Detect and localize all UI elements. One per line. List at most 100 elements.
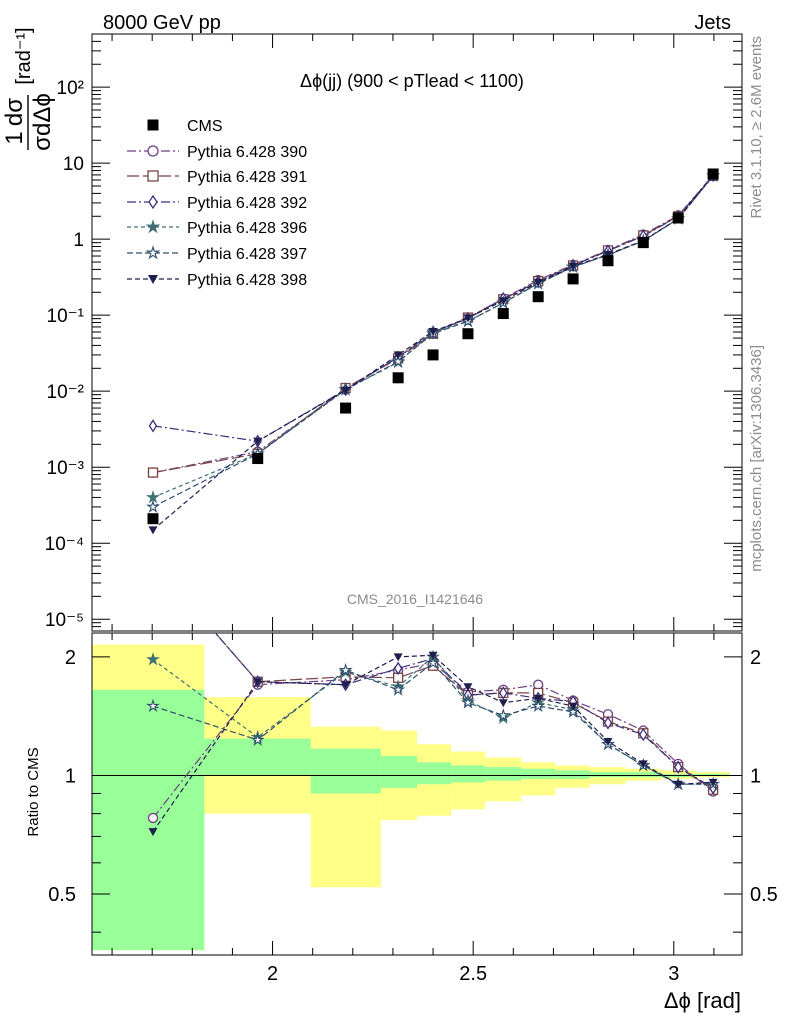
legend-entry: Pythia 6.428 391 xyxy=(127,169,307,186)
data-point xyxy=(147,812,159,824)
legend-entry: Pythia 6.428 390 xyxy=(127,144,307,161)
main-y-tick-label: 10 xyxy=(63,154,84,175)
data-point xyxy=(146,652,160,666)
data-point xyxy=(565,704,581,718)
green-band-bin xyxy=(555,770,590,779)
green-band-bin xyxy=(417,762,452,785)
green-band-bin xyxy=(310,748,381,794)
ratio-y-tick-label-left: 1 xyxy=(65,765,76,787)
legend-entry: Pythia 6.428 398 xyxy=(127,272,307,289)
green-band-bin xyxy=(485,767,522,781)
data-point xyxy=(148,828,158,837)
svg-text:[rad⁻¹]: [rad⁻¹] xyxy=(13,27,35,84)
ratio-y-tick-label-right: 0.5 xyxy=(750,884,778,906)
header-right: Jets xyxy=(694,12,731,34)
legend-label: Pythia 6.428 396 xyxy=(187,220,307,237)
data-point xyxy=(391,682,406,696)
main-y-tick-label: 1 xyxy=(73,230,84,251)
ratio-y-axis-label: Ratio to CMS xyxy=(25,747,42,836)
data-point xyxy=(252,453,264,465)
main-series xyxy=(147,170,719,478)
green-band-bin xyxy=(380,756,417,788)
data-point xyxy=(498,686,508,700)
main-y-tick-label: 10⁻⁴ xyxy=(45,534,84,555)
data-point xyxy=(146,490,160,504)
legend-entry-cms: CMS xyxy=(147,118,223,135)
main-y-tick-label: 10⁻³ xyxy=(47,458,85,479)
legend-entry: Pythia 6.428 397 xyxy=(127,245,307,263)
data-point xyxy=(673,760,683,774)
data-point xyxy=(392,372,404,384)
main-y-tick-label: 10⁻¹ xyxy=(47,306,85,327)
data-point xyxy=(148,419,158,433)
svg-text:1: 1 xyxy=(1,131,28,144)
data-point xyxy=(603,250,613,259)
data-point xyxy=(531,698,546,713)
x-tick-label: 2 xyxy=(267,963,278,985)
data-point xyxy=(148,194,158,210)
data-point xyxy=(148,275,158,284)
data-point xyxy=(533,694,543,703)
rivet-version-label: Rivet 3.1.10, ≥ 2.6M events xyxy=(748,36,765,219)
legend: CMS Pythia 6.428 390 Pythia 6.428 391 Pythi… xyxy=(127,118,307,289)
data-point xyxy=(568,262,578,271)
data-point xyxy=(149,556,156,567)
data-point xyxy=(707,168,719,180)
data-point xyxy=(425,655,441,669)
data-point xyxy=(639,727,648,742)
data-point xyxy=(148,557,157,566)
data-point xyxy=(603,737,613,746)
axis-tick-labels: 2 2.5 3 10⁻⁵ 10⁻⁴ 10⁻³ 10⁻² 10⁻¹ 1 10 10² 0.5 0.5 1 1 2… xyxy=(45,78,778,985)
data-point xyxy=(463,683,473,692)
data-point xyxy=(147,119,159,131)
data-point xyxy=(250,732,265,747)
data-point xyxy=(146,499,160,513)
data-point xyxy=(568,702,578,711)
ratio-panel-frame xyxy=(91,632,743,956)
data-point xyxy=(497,308,509,320)
green-band-bin xyxy=(521,768,556,779)
data-point xyxy=(428,327,438,336)
data-point xyxy=(338,662,353,677)
svg-text:dσ: dσ xyxy=(1,98,28,126)
data-point xyxy=(147,467,159,478)
x-axis-label: Δϕ [rad] xyxy=(664,988,741,1013)
x-tick-label: 3 xyxy=(668,963,679,985)
legend-label: Pythia 6.428 391 xyxy=(187,169,307,186)
data-point xyxy=(341,681,351,690)
data-point xyxy=(498,297,508,306)
data-point xyxy=(533,278,543,287)
x-tick-label: 2.5 xyxy=(459,963,487,985)
data-point xyxy=(148,526,158,535)
legend-label: Pythia 6.428 390 xyxy=(187,144,307,161)
ratio-y-tick-label-right: 2 xyxy=(750,647,761,669)
ratio-panel-series xyxy=(145,556,721,837)
ratio-y-tick-label-left: 2 xyxy=(65,647,76,669)
cms-data-series xyxy=(147,168,719,525)
main-y-tick-label: 10² xyxy=(57,78,84,99)
green-band-bin xyxy=(204,738,311,776)
main-y-tick-label: 10⁻⁵ xyxy=(45,610,84,631)
data-point xyxy=(393,661,403,676)
data-point xyxy=(603,716,613,730)
legend-label: CMS xyxy=(187,118,223,135)
data-point xyxy=(708,778,718,787)
data-point xyxy=(637,237,649,249)
data-point xyxy=(463,314,473,323)
data-point xyxy=(638,760,648,769)
data-point xyxy=(460,695,476,709)
chart-title: Δϕ(jj) (900 < pTlead < 1100) xyxy=(300,71,524,91)
data-point xyxy=(253,678,263,687)
data-point xyxy=(147,145,159,157)
legend-label: Pythia 6.428 392 xyxy=(187,195,307,212)
data-point xyxy=(532,291,544,303)
data-point xyxy=(145,219,161,234)
main-y-tick-label: 10⁻² xyxy=(47,382,85,403)
legend-entry: Pythia 6.428 392 xyxy=(127,194,307,212)
green-band-bin xyxy=(625,772,660,778)
main-panel-series xyxy=(146,168,721,535)
ratio-series xyxy=(148,651,718,837)
ratio-y-tick-label-left: 0.5 xyxy=(48,884,76,906)
header-left: 8000 GeV pp xyxy=(103,12,221,34)
